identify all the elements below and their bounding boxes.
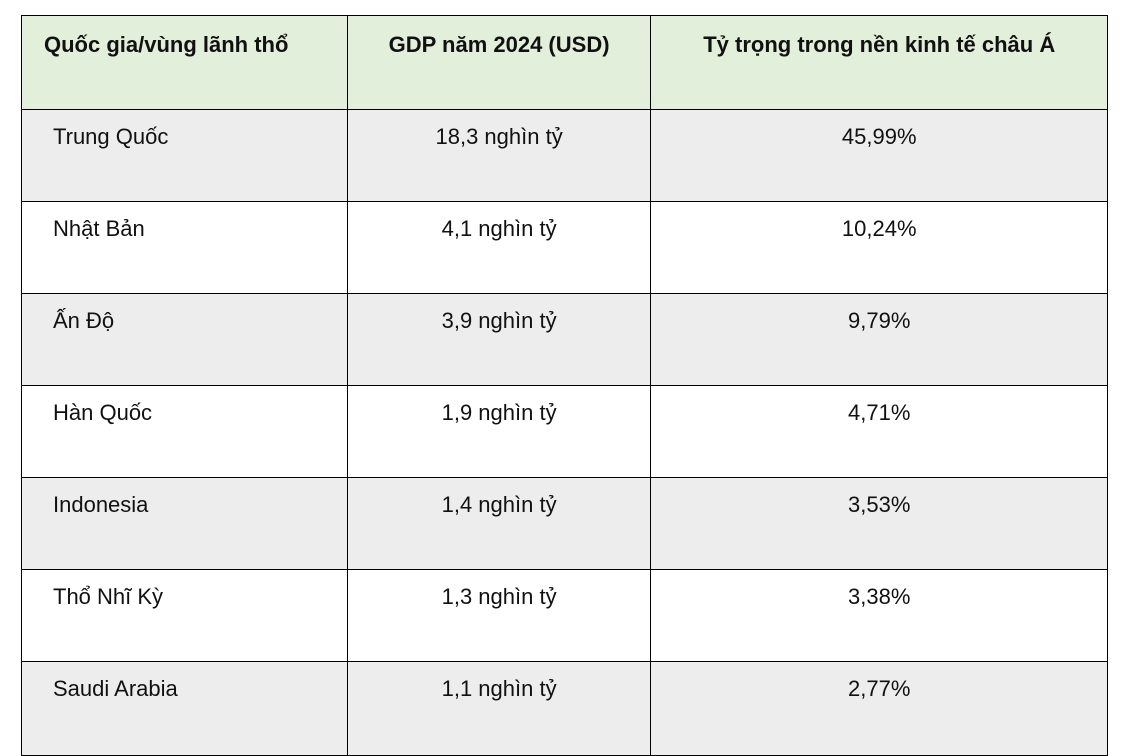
country-cell: Trung Quốc — [21, 109, 348, 202]
table-row: Indonesia 1,4 nghìn tỷ 3,53% — [21, 477, 1108, 570]
table-row: Nhật Bản 4,1 nghìn tỷ 10,24% — [21, 201, 1108, 294]
gdp-cell: 1,4 nghìn tỷ — [346, 477, 652, 570]
share-cell: 2,77% — [650, 661, 1108, 756]
share-cell: 45,99% — [650, 109, 1108, 202]
country-cell: Hàn Quốc — [21, 385, 348, 478]
table-row: Trung Quốc 18,3 nghìn tỷ 45,99% — [21, 109, 1108, 202]
share-cell: 3,38% — [650, 569, 1108, 662]
share-cell: 10,24% — [650, 201, 1108, 294]
gdp-cell: 1,3 nghìn tỷ — [346, 569, 652, 662]
share-cell: 4,71% — [650, 385, 1108, 478]
country-cell: Indonesia — [21, 477, 348, 570]
header-row: Quốc gia/vùng lãnh thổ GDP năm 2024 (USD… — [21, 15, 1108, 110]
share-cell: 3,53% — [650, 477, 1108, 570]
share-cell: 9,79% — [650, 293, 1108, 386]
header-gdp: GDP năm 2024 (USD) — [346, 15, 652, 110]
header-share: Tỷ trọng trong nền kinh tế châu Á — [650, 15, 1108, 110]
gdp-cell: 4,1 nghìn tỷ — [346, 201, 652, 294]
table-row: Hàn Quốc 1,9 nghìn tỷ 4,71% — [21, 385, 1108, 478]
table-row: Thổ Nhĩ Kỳ 1,3 nghìn tỷ 3,38% — [21, 569, 1108, 662]
header-country: Quốc gia/vùng lãnh thổ — [21, 15, 348, 110]
gdp-cell: 18,3 nghìn tỷ — [346, 109, 652, 202]
country-cell: Nhật Bản — [21, 201, 348, 294]
gdp-cell: 1,9 nghìn tỷ — [346, 385, 652, 478]
gdp-cell: 1,1 nghìn tỷ — [346, 661, 652, 756]
country-cell: Ấn Độ — [21, 293, 348, 386]
gdp-cell: 3,9 nghìn tỷ — [346, 293, 652, 386]
table-row: Ấn Độ 3,9 nghìn tỷ 9,79% — [21, 293, 1108, 386]
table-row: Saudi Arabia 1,1 nghìn tỷ 2,77% — [21, 661, 1108, 756]
country-cell: Thổ Nhĩ Kỳ — [21, 569, 348, 662]
gdp-table: Quốc gia/vùng lãnh thổ GDP năm 2024 (USD… — [21, 15, 1108, 756]
country-cell: Saudi Arabia — [21, 661, 348, 756]
